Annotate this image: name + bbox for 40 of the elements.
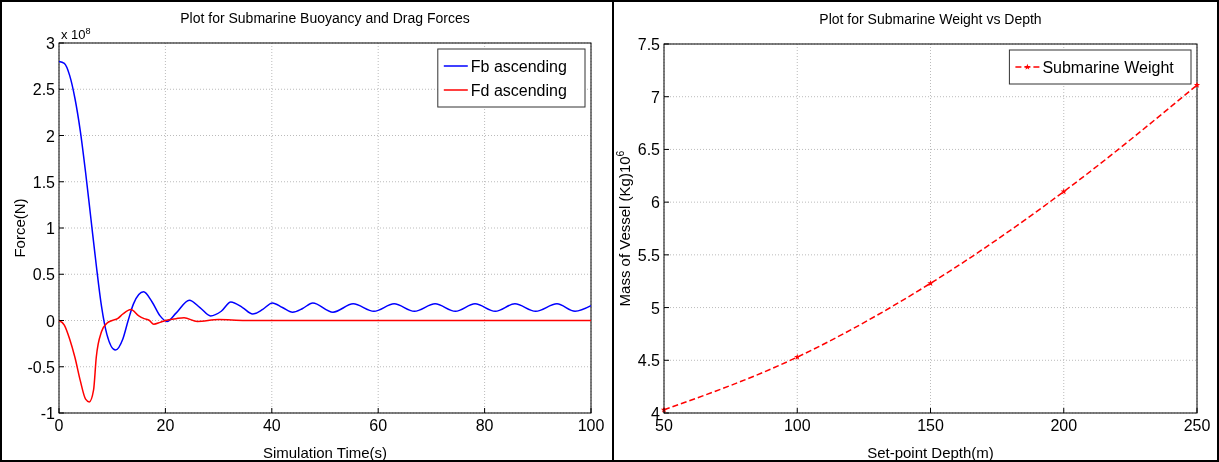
legend-label: Submarine Weight (1042, 59, 1175, 76)
y-tick-label: 0.5 (32, 266, 56, 284)
y-tick-label: 3 (46, 35, 56, 52)
line-series (58, 308, 592, 403)
y-tick-label: 4.5 (637, 352, 661, 370)
point (794, 353, 801, 360)
x-tick-label: 250 (1183, 417, 1211, 434)
y-tick-label: 7.5 (637, 36, 661, 53)
x-tick-label: 150 (917, 417, 944, 434)
legend-label: Fd ascending (470, 82, 567, 99)
legend-label: Fb ascending (470, 58, 567, 75)
x-tick-label: 80 (475, 417, 494, 434)
y-tick-label: 2.5 (32, 81, 56, 99)
y-tick-label: 1.5 (32, 173, 56, 191)
y-tick-label: 2 (46, 127, 56, 145)
x-tick-label: 60 (369, 417, 388, 434)
y-axis-title: Force(N) (11, 198, 28, 258)
chart-title: Plot for Submarine Buoyancy and Drag Forces (180, 10, 470, 26)
y-tick-label: 1 (46, 220, 56, 237)
y-tick-label: -1 (40, 405, 56, 422)
x-tick-label: 200 (1050, 417, 1078, 434)
chart-title: Plot for Submarine Weight vs Depth (819, 11, 1042, 27)
text: x 10$^{8}$ (61, 26, 91, 42)
y-tick-label: 5 (651, 299, 661, 317)
x-axis-title: Simulation Time(s) (262, 444, 388, 461)
y-tick-label: 6.5 (637, 141, 661, 159)
y-tick-label: 6 (651, 194, 661, 212)
x-tick-label: 40 (262, 417, 281, 434)
y-tick-label: 7 (651, 88, 661, 106)
x-tick-label: 50 (655, 417, 673, 434)
x-tick-label: 100 (783, 417, 811, 434)
x-axis-title: Set-point Depth(m) (867, 444, 994, 461)
line-series (58, 60, 592, 351)
y-tick-label: 5.5 (637, 246, 661, 264)
x-tick-label: 20 (156, 417, 175, 434)
point (927, 280, 934, 286)
y-tick-label: 0 (46, 312, 56, 330)
x-tick-label: 100 (577, 417, 605, 434)
y-tick-label: -0.5 (27, 358, 56, 376)
point (1193, 81, 1201, 88)
